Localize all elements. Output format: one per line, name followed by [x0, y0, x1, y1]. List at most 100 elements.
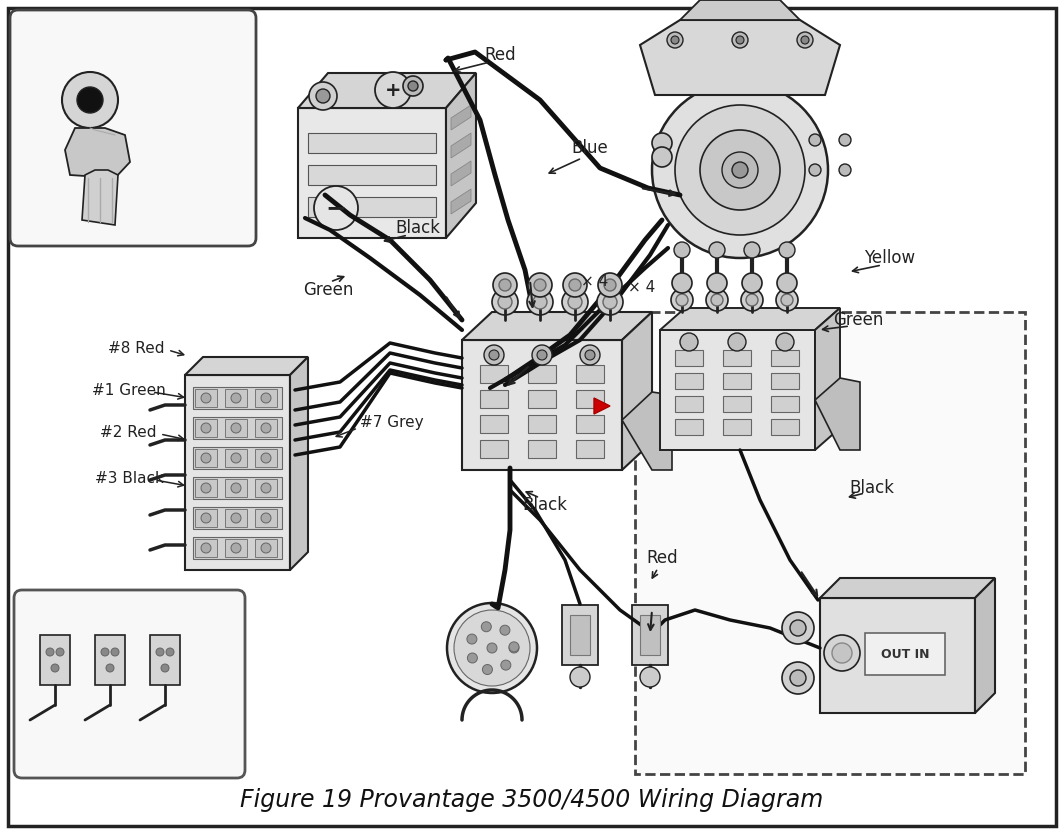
Circle shape	[700, 130, 780, 210]
Circle shape	[111, 648, 119, 656]
Text: Green: Green	[833, 311, 883, 329]
Circle shape	[101, 648, 109, 656]
Circle shape	[671, 36, 679, 44]
Polygon shape	[576, 390, 604, 408]
Circle shape	[598, 273, 622, 297]
Text: Green: Green	[303, 281, 353, 299]
Circle shape	[722, 152, 758, 188]
Polygon shape	[290, 357, 307, 570]
Circle shape	[732, 32, 748, 48]
Text: × 4: × 4	[629, 280, 655, 295]
Text: Black: Black	[849, 479, 895, 497]
Text: #2 Red: #2 Red	[100, 425, 156, 440]
Polygon shape	[975, 578, 995, 713]
Polygon shape	[528, 415, 556, 433]
Polygon shape	[185, 375, 290, 570]
Circle shape	[732, 162, 748, 178]
Circle shape	[585, 350, 595, 360]
Polygon shape	[576, 440, 604, 458]
Circle shape	[56, 648, 64, 656]
Circle shape	[742, 273, 762, 293]
Polygon shape	[255, 539, 277, 557]
Circle shape	[652, 147, 672, 167]
Circle shape	[597, 289, 624, 315]
Circle shape	[667, 32, 683, 48]
Polygon shape	[622, 392, 672, 470]
Circle shape	[652, 133, 672, 153]
Polygon shape	[95, 635, 124, 685]
Polygon shape	[225, 419, 247, 437]
Polygon shape	[820, 598, 975, 713]
Polygon shape	[462, 340, 622, 470]
Circle shape	[77, 87, 103, 113]
Circle shape	[484, 345, 504, 365]
Circle shape	[509, 642, 519, 652]
Polygon shape	[562, 605, 598, 665]
Circle shape	[309, 82, 337, 110]
Text: Red: Red	[484, 46, 516, 64]
Circle shape	[741, 289, 763, 311]
Circle shape	[46, 648, 54, 656]
Circle shape	[403, 76, 423, 96]
Circle shape	[316, 89, 330, 103]
Polygon shape	[680, 0, 800, 20]
Circle shape	[533, 295, 547, 309]
Circle shape	[782, 662, 814, 694]
Circle shape	[570, 667, 591, 687]
Polygon shape	[40, 635, 70, 685]
Polygon shape	[815, 308, 839, 450]
Polygon shape	[255, 509, 277, 527]
FancyBboxPatch shape	[10, 10, 256, 246]
Polygon shape	[480, 365, 508, 383]
Polygon shape	[724, 419, 751, 435]
Polygon shape	[225, 509, 247, 527]
Text: Blue: Blue	[571, 139, 609, 157]
Circle shape	[231, 483, 242, 493]
Circle shape	[528, 273, 552, 297]
Circle shape	[501, 660, 511, 670]
Polygon shape	[528, 365, 556, 383]
Circle shape	[314, 186, 358, 230]
Polygon shape	[820, 578, 995, 598]
Circle shape	[201, 423, 211, 433]
Polygon shape	[150, 635, 180, 685]
Circle shape	[532, 345, 552, 365]
Polygon shape	[771, 373, 799, 389]
Polygon shape	[195, 509, 217, 527]
Text: +: +	[385, 81, 401, 99]
Polygon shape	[771, 350, 799, 366]
Circle shape	[781, 294, 793, 306]
Circle shape	[568, 295, 582, 309]
Polygon shape	[570, 615, 591, 655]
Polygon shape	[480, 390, 508, 408]
Polygon shape	[576, 365, 604, 383]
Circle shape	[709, 242, 725, 258]
Polygon shape	[225, 449, 247, 467]
Bar	[193, 387, 282, 409]
Circle shape	[680, 333, 698, 351]
Circle shape	[776, 289, 798, 311]
Circle shape	[711, 294, 724, 306]
Circle shape	[809, 164, 821, 176]
Polygon shape	[446, 73, 476, 238]
Circle shape	[782, 612, 814, 644]
Circle shape	[789, 670, 807, 686]
Polygon shape	[528, 390, 556, 408]
Polygon shape	[641, 615, 660, 655]
Polygon shape	[771, 396, 799, 412]
Circle shape	[231, 543, 242, 553]
Polygon shape	[185, 357, 307, 375]
Circle shape	[62, 72, 118, 128]
Bar	[193, 447, 282, 469]
Circle shape	[493, 273, 517, 297]
Bar	[193, 477, 282, 499]
Circle shape	[801, 36, 809, 44]
Polygon shape	[632, 605, 668, 665]
Circle shape	[166, 648, 174, 656]
Text: #3 Black: #3 Black	[95, 470, 164, 485]
Circle shape	[201, 513, 211, 523]
Circle shape	[569, 279, 581, 291]
Polygon shape	[195, 539, 217, 557]
Circle shape	[736, 36, 744, 44]
Polygon shape	[641, 20, 839, 95]
